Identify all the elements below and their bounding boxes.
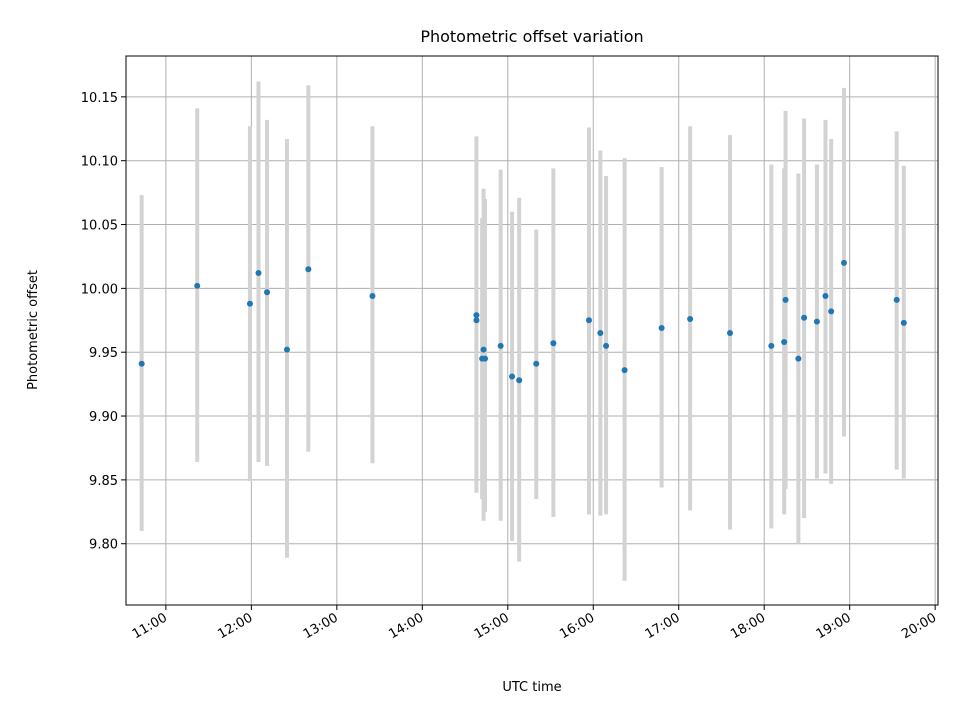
chart-title: Photometric offset variation xyxy=(420,27,643,46)
data-point xyxy=(480,346,487,353)
data-point xyxy=(801,314,808,321)
data-point xyxy=(658,324,665,331)
data-point xyxy=(138,360,145,367)
data-point xyxy=(768,342,775,349)
data-point xyxy=(550,340,557,347)
data-point xyxy=(481,355,488,362)
y-tick-label: 10.05 xyxy=(81,219,118,234)
data-point xyxy=(822,293,829,300)
data-point xyxy=(597,330,604,337)
data-point xyxy=(305,266,312,273)
data-point xyxy=(585,317,592,324)
data-point xyxy=(264,289,271,296)
data-point xyxy=(828,308,835,315)
data-point xyxy=(781,338,788,345)
data-point xyxy=(813,318,820,325)
data-point xyxy=(533,360,540,367)
data-point xyxy=(246,300,253,307)
x-axis-label: UTC time xyxy=(502,680,561,695)
y-tick-label: 9.80 xyxy=(89,538,118,553)
data-point xyxy=(255,270,262,277)
data-point xyxy=(840,259,847,266)
y-tick-label: 10.00 xyxy=(81,282,118,297)
data-point xyxy=(473,317,480,324)
data-point xyxy=(621,367,628,374)
y-tick-label: 9.95 xyxy=(89,346,118,361)
data-point xyxy=(509,373,516,380)
data-point xyxy=(603,342,610,349)
data-point xyxy=(516,377,523,384)
data-point xyxy=(687,316,694,323)
data-point xyxy=(497,342,504,349)
y-tick-label: 9.85 xyxy=(89,474,118,489)
y-tick-label: 10.15 xyxy=(81,91,118,106)
data-point xyxy=(795,355,802,362)
data-point xyxy=(900,319,907,326)
data-points xyxy=(138,259,907,384)
y-tick-label: 10.10 xyxy=(81,155,118,170)
data-point xyxy=(283,346,290,353)
data-point xyxy=(893,296,900,303)
data-point xyxy=(473,312,480,319)
data-point xyxy=(727,330,734,337)
y-axis-label: Photometric offset xyxy=(26,270,41,390)
data-point xyxy=(782,296,789,303)
grid xyxy=(126,56,938,605)
data-point xyxy=(369,293,376,300)
plot-frame xyxy=(125,55,939,606)
y-tick-label: 9.90 xyxy=(89,410,118,425)
data-point xyxy=(194,282,201,289)
